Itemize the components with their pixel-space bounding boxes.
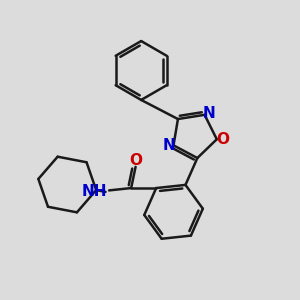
Text: O: O xyxy=(216,132,229,147)
Text: O: O xyxy=(129,154,142,169)
Text: N: N xyxy=(202,106,215,121)
Text: N: N xyxy=(163,138,176,153)
Text: NH: NH xyxy=(82,184,108,200)
